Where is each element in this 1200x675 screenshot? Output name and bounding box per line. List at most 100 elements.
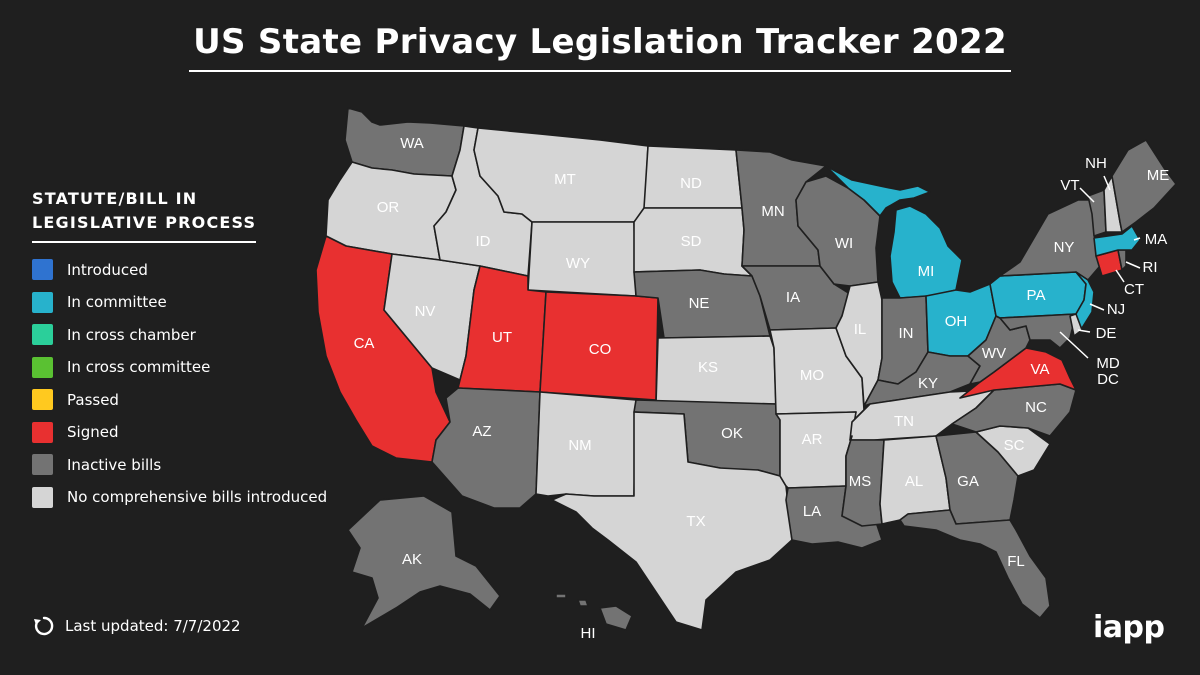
state-label-MN: MN bbox=[761, 203, 784, 220]
state-label-NJ: NJ bbox=[1107, 301, 1125, 318]
state-label-OR: OR bbox=[377, 199, 400, 216]
legend-swatch bbox=[32, 389, 53, 410]
legend-item-passed: Passed bbox=[32, 389, 332, 410]
state-label-UT: UT bbox=[492, 329, 512, 346]
legend-list: Introduced In committee In cross chamber… bbox=[32, 259, 332, 508]
state-TX[interactable] bbox=[551, 411, 793, 631]
legend-label: Inactive bills bbox=[67, 455, 162, 474]
legend-label: In cross chamber bbox=[67, 325, 196, 344]
legend-heading: STATUTE/BILL IN LEGISLATIVE PROCESS bbox=[32, 187, 257, 243]
state-label-ND: ND bbox=[680, 175, 702, 192]
state-labels: WA OR CA NV ID MT WY UT CO AZ NM ND SD N… bbox=[354, 135, 1170, 642]
legend-item-signed: Signed bbox=[32, 421, 332, 443]
legend-swatch bbox=[32, 291, 53, 313]
legend-item-inactive: Inactive bills bbox=[32, 454, 332, 475]
legend-swatch bbox=[32, 356, 53, 378]
state-label-MD: MD bbox=[1096, 355, 1119, 372]
state-label-DE: DE bbox=[1096, 325, 1117, 342]
state-label-WY: WY bbox=[566, 255, 590, 272]
last-updated: Last updated: 7/7/2022 bbox=[33, 615, 241, 637]
state-label-CT: CT bbox=[1124, 281, 1144, 298]
state-label-KS: KS bbox=[698, 359, 718, 376]
state-MT[interactable] bbox=[473, 127, 649, 223]
state-AR[interactable] bbox=[775, 411, 857, 489]
state-HI-3[interactable] bbox=[555, 593, 567, 599]
refresh-icon bbox=[34, 616, 54, 636]
state-label-VA: VA bbox=[1031, 361, 1050, 378]
state-label-IA: IA bbox=[786, 289, 800, 306]
state-label-NH: NH bbox=[1085, 155, 1107, 172]
state-label-FL: FL bbox=[1007, 553, 1025, 570]
legend-label: Passed bbox=[67, 390, 119, 409]
state-label-OK: OK bbox=[721, 425, 743, 442]
state-label-NE: NE bbox=[689, 295, 710, 312]
state-AK[interactable] bbox=[347, 495, 501, 629]
state-label-NV: NV bbox=[415, 303, 436, 320]
state-label-VT: VT bbox=[1060, 177, 1079, 194]
state-label-WI: WI bbox=[835, 235, 853, 252]
state-label-HI: HI bbox=[581, 625, 596, 642]
state-NY[interactable] bbox=[999, 199, 1101, 281]
legend: STATUTE/BILL IN LEGISLATIVE PROCESS Intr… bbox=[32, 187, 332, 519]
state-MI-lower[interactable] bbox=[889, 205, 963, 299]
state-ME[interactable] bbox=[1111, 139, 1177, 233]
state-HI-1[interactable] bbox=[599, 605, 633, 631]
state-label-AK: AK bbox=[402, 551, 422, 568]
state-label-ME: ME bbox=[1147, 167, 1170, 184]
state-label-LA: LA bbox=[803, 503, 821, 520]
legend-item-in-committee: In committee bbox=[32, 291, 332, 313]
legend-item-introduced: Introduced bbox=[32, 259, 332, 280]
state-label-TX: TX bbox=[686, 513, 705, 530]
state-label-SD: SD bbox=[681, 233, 702, 250]
state-label-NM: NM bbox=[568, 437, 591, 454]
legend-swatch bbox=[32, 421, 53, 443]
legend-label: In cross committee bbox=[67, 358, 211, 376]
state-label-PA: PA bbox=[1027, 287, 1046, 304]
state-label-WV: WV bbox=[982, 345, 1006, 362]
state-label-GA: GA bbox=[957, 473, 979, 490]
state-label-AR: AR bbox=[802, 431, 823, 448]
state-label-AL: AL bbox=[905, 473, 923, 490]
state-label-MA: MA bbox=[1145, 231, 1168, 248]
iapp-logo: iapp bbox=[1093, 610, 1165, 645]
legend-swatch bbox=[32, 454, 53, 475]
state-MI[interactable] bbox=[825, 165, 931, 217]
legend-swatch bbox=[32, 324, 53, 345]
legend-label: Introduced bbox=[67, 260, 148, 279]
state-label-IL: IL bbox=[854, 321, 867, 338]
state-label-WA: WA bbox=[400, 135, 424, 152]
legend-label: Signed bbox=[67, 423, 119, 441]
state-label-TN: TN bbox=[894, 413, 914, 430]
state-FL[interactable] bbox=[899, 509, 1051, 619]
state-label-SC: SC bbox=[1004, 437, 1025, 454]
state-label-IN: IN bbox=[899, 325, 914, 342]
legend-swatch bbox=[32, 259, 53, 280]
state-label-ID: ID bbox=[476, 233, 491, 250]
state-label-MI: MI bbox=[918, 263, 935, 280]
state-label-RI: RI bbox=[1143, 259, 1158, 276]
state-label-MS: MS bbox=[849, 473, 872, 490]
state-label-OH: OH bbox=[945, 313, 968, 330]
state-NE[interactable] bbox=[633, 269, 771, 339]
legend-item-in-cross-chamber: In cross chamber bbox=[32, 324, 332, 345]
state-label-CO: CO bbox=[589, 341, 612, 358]
legend-swatch bbox=[32, 486, 53, 508]
state-label-CA: CA bbox=[354, 335, 375, 352]
leader-lines bbox=[1059, 175, 1141, 359]
legend-item-in-cross-committee: In cross committee bbox=[32, 356, 332, 378]
legend-item-none: No comprehensive bills introduced bbox=[32, 486, 332, 508]
state-label-AZ: AZ bbox=[472, 423, 491, 440]
state-HI-2[interactable] bbox=[577, 599, 589, 607]
state-label-NY: NY bbox=[1054, 239, 1075, 256]
last-updated-text: Last updated: 7/7/2022 bbox=[65, 617, 241, 635]
legend-label: In committee bbox=[67, 293, 167, 311]
state-AZ[interactable] bbox=[431, 387, 541, 509]
state-label-NC: NC bbox=[1025, 399, 1047, 416]
state-NC[interactable] bbox=[951, 383, 1077, 437]
page-title: US State Privacy Legislation Tracker 202… bbox=[189, 22, 1011, 72]
state-label-KY: KY bbox=[918, 375, 938, 392]
state-MA[interactable] bbox=[1093, 225, 1141, 257]
legend-label: No comprehensive bills introduced bbox=[67, 488, 328, 506]
state-label-MT: MT bbox=[554, 171, 576, 188]
